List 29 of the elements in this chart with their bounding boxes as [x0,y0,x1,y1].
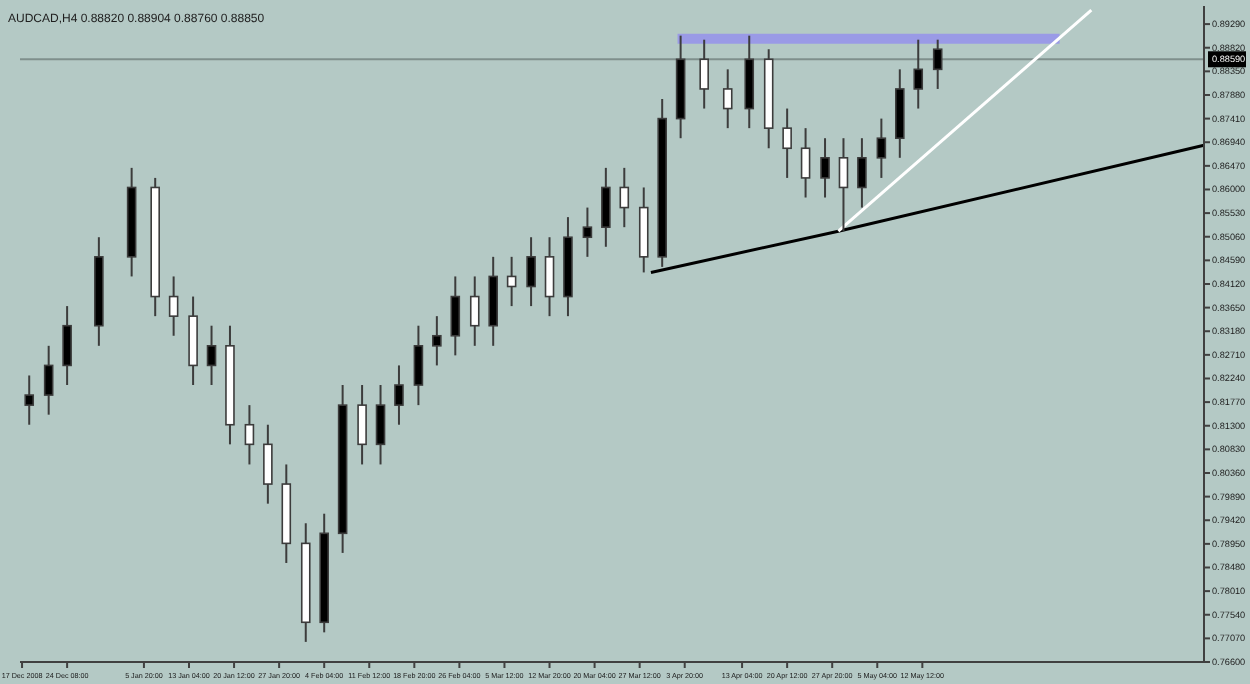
candlestick [168,275,179,337]
candlestick [699,38,709,110]
candlestick [913,38,924,110]
candlestick [582,206,593,258]
candlestick [820,137,830,199]
candlestick [43,344,54,416]
candlestick [357,384,367,466]
candlestick [469,275,480,347]
candlestick [544,236,555,318]
candlestick [601,166,611,248]
candlestick [932,38,943,90]
candlestick [526,236,536,308]
candlestick [24,374,35,426]
candlestick [506,255,517,308]
candlestick [432,315,442,367]
candlestick [263,423,273,505]
candlestick [782,107,792,179]
candlestick [857,137,867,209]
candlestick [450,275,461,357]
candlestick [206,324,217,387]
candlestick [394,364,404,426]
candlestick [722,68,733,130]
candlestick [244,404,255,466]
candlestick [619,166,630,229]
candlestick [62,305,72,387]
candlestick [876,117,887,179]
candlestick [800,127,811,199]
candlestick [413,324,424,407]
candlestick [375,384,386,466]
